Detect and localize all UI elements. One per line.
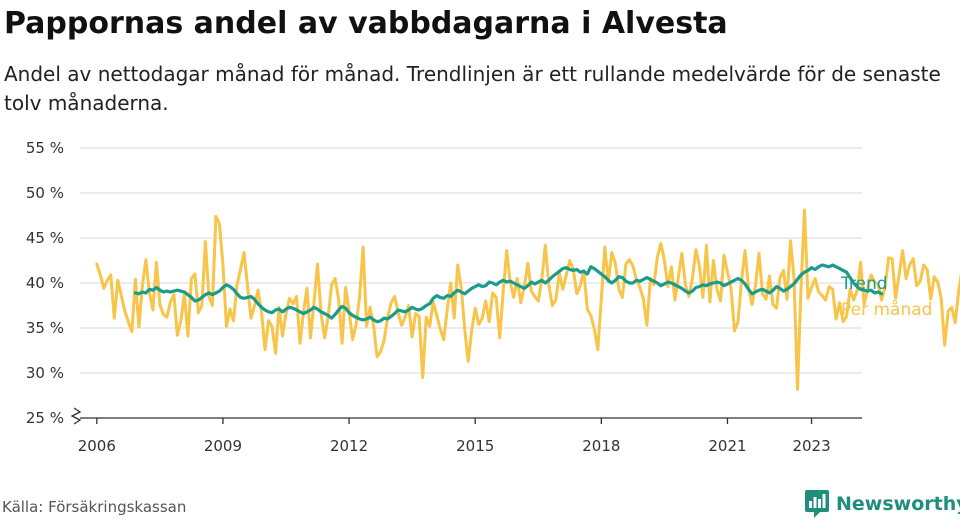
x-tick-label: 2018 (582, 437, 620, 455)
series-label: Per månad (841, 299, 932, 320)
y-tick-label: 25 % (26, 409, 64, 427)
brand-name: Newsworthy (836, 493, 960, 515)
gridlines (80, 147, 862, 374)
monthly-line (95, 208, 960, 391)
series-lines (95, 208, 960, 391)
y-axis-break-icon (70, 407, 82, 425)
chart-title: Pappornas andel av vabbdagarna i Alvesta (4, 6, 728, 41)
x-tick-label: 2023 (792, 437, 830, 455)
y-tick-label: 35 % (26, 319, 64, 337)
series-label: Trend (840, 274, 888, 294)
newsworthy-chart-icon (805, 490, 829, 518)
x-tick-label: 2021 (708, 437, 746, 455)
y-tick-label: 40 % (26, 274, 64, 292)
y-tick-label: 30 % (26, 364, 64, 382)
x-tick-label: 2012 (330, 437, 368, 455)
y-tick-label: 50 % (26, 184, 64, 202)
y-tick-label: 55 % (26, 139, 64, 157)
x-tick-label: 2006 (78, 437, 116, 455)
source-note: Källa: Försäkringskassan (2, 498, 187, 516)
x-axis: 2006 2009 2012 2015 2018 2021 2023 (78, 417, 862, 455)
trend-line (133, 263, 884, 324)
y-axis-tick-labels: 25 % 30 % 35 % 40 % 45 % 50 % 55 % (26, 139, 82, 427)
x-tick-label: 2015 (456, 437, 494, 455)
y-tick-label: 45 % (26, 229, 64, 247)
x-tick-label: 2009 (204, 437, 242, 455)
chart-subtitle: Andel av nettodagar månad för månad. Tre… (4, 62, 941, 115)
series-labels: Trend Per månad (840, 274, 932, 320)
newsworthy-logo: Newsworthy (804, 488, 960, 520)
